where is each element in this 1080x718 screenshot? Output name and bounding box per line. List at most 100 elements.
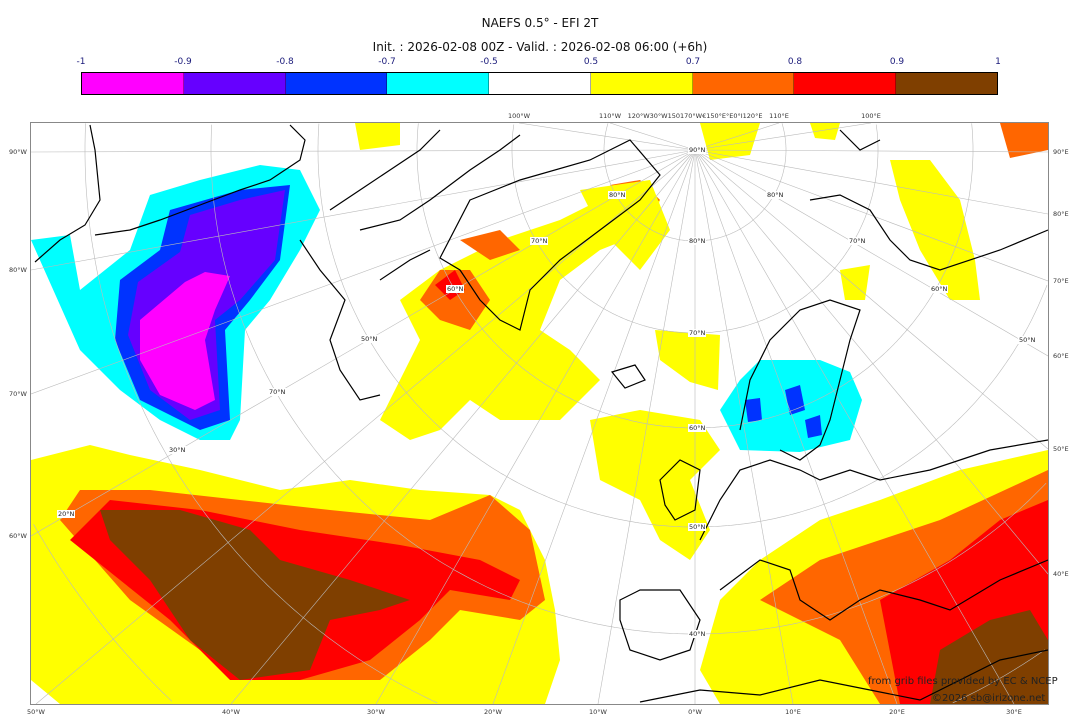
map-title: NAEFS 0.5° - EFI 2T xyxy=(481,16,599,30)
meridian xyxy=(694,149,898,704)
field-blue xyxy=(805,415,822,438)
latitude-circle xyxy=(33,524,173,702)
coast-russia-arctic xyxy=(809,129,1048,271)
map-canvas xyxy=(31,123,1048,704)
meridian xyxy=(694,123,780,151)
meridian xyxy=(230,149,696,704)
lat-label: 30°N xyxy=(168,446,187,454)
colorbar-bin xyxy=(285,73,388,94)
meridian xyxy=(31,149,696,153)
axis-label-top: 100°W xyxy=(507,112,531,120)
colorbar-bin xyxy=(489,73,591,94)
meridian xyxy=(31,149,696,271)
axis-label-right: 50°E xyxy=(1053,445,1069,453)
axis-label-bottom: 10°E xyxy=(785,708,801,716)
field-yellow xyxy=(355,123,400,150)
latitude-circle xyxy=(210,124,1047,635)
lat-label: 40°N xyxy=(688,630,707,638)
axis-label-top: 110°E xyxy=(769,112,789,120)
field-brown xyxy=(100,510,410,680)
lat-label: 60°N xyxy=(688,424,707,432)
meridian xyxy=(694,149,794,704)
field-yellow xyxy=(590,410,720,560)
colorbar-tick: 0.7 xyxy=(685,57,701,67)
lat-label: 70°N xyxy=(530,237,549,245)
graticule xyxy=(31,123,1048,704)
meridian xyxy=(31,149,696,537)
map-subtitle: Init. : 2026-02-08 00Z - Valid. : 2026-0… xyxy=(372,40,708,54)
colorbar-tick: -0.7 xyxy=(378,57,396,67)
colorbar-tick: -0.5 xyxy=(480,57,498,67)
lat-label: 70°N xyxy=(268,388,287,396)
lat-label: 60°N xyxy=(930,285,949,293)
colorbar-bin xyxy=(82,73,184,94)
colorbar-bin xyxy=(590,73,693,94)
latitude-circle xyxy=(84,123,1046,704)
colorbar-tick: -0.8 xyxy=(276,57,294,67)
field-yellow xyxy=(380,180,660,440)
meridian xyxy=(694,149,1015,704)
colorbar-legend xyxy=(81,72,998,95)
axis-label-bottom: 30°E xyxy=(1006,708,1022,716)
lat-label: 60°N xyxy=(446,285,465,293)
field-yellow xyxy=(580,180,670,270)
latitude-circle xyxy=(317,123,1048,528)
meridian xyxy=(492,149,696,704)
colorbar-bin xyxy=(183,73,286,94)
axis-label-right: 40°E xyxy=(1053,570,1069,578)
meridian xyxy=(35,149,696,704)
meridian xyxy=(694,149,1048,215)
axis-label-right: 80°E xyxy=(1053,210,1069,218)
lat-label: 80°N xyxy=(608,191,627,199)
meridian xyxy=(694,149,1048,282)
axis-label-bottom: 10°W xyxy=(589,708,607,716)
meridian xyxy=(597,149,696,704)
colorbar-tick: -1 xyxy=(76,57,86,67)
lat-label: 50°N xyxy=(1018,336,1037,344)
axis-label-bottom: 20°E xyxy=(889,708,905,716)
field-yellow xyxy=(700,123,760,160)
axis-label-bottom: 40°W xyxy=(222,708,240,716)
axis-label-top: 100°E xyxy=(861,112,881,120)
axis-label-bottom: 30°W xyxy=(367,708,385,716)
meridian xyxy=(694,149,1048,450)
axis-label-left: 60°W xyxy=(9,532,27,540)
meridian xyxy=(694,149,1048,575)
lat-label: 80°N xyxy=(688,237,707,245)
coast-north-america xyxy=(34,124,381,401)
field-yellow xyxy=(890,160,980,300)
meridian xyxy=(31,149,696,395)
field-orange xyxy=(460,230,520,260)
meridian xyxy=(694,149,1048,153)
meridian xyxy=(694,149,1048,357)
coast-arctic-islands xyxy=(329,129,521,281)
coast-uk xyxy=(659,459,701,521)
coast-scandinavia xyxy=(739,299,861,461)
field-orange xyxy=(1000,123,1048,158)
axis-label-right: 90°E xyxy=(1053,148,1069,156)
colorbar-tick: 0.9 xyxy=(889,57,905,67)
axis-label-left: 80°W xyxy=(9,266,27,274)
axis-label-right: 70°E xyxy=(1053,277,1069,285)
lat-label: 50°N xyxy=(360,335,379,343)
meridian xyxy=(609,123,696,151)
colorbar-tick: 1 xyxy=(995,57,1001,67)
coast-greenland xyxy=(439,139,661,331)
colorbar-tick: -0.9 xyxy=(174,57,192,67)
latitude-circle xyxy=(511,124,879,334)
coast-africa xyxy=(639,649,1048,703)
axis-label-top: 120°W30°W150170°W€150°E°E0°I120°E xyxy=(627,112,763,120)
coast-iceland xyxy=(610,364,646,389)
copyright-credit: ©2026 sb@irizone.net xyxy=(932,693,1046,704)
latitude-circle xyxy=(603,123,787,242)
map-panel[interactable] xyxy=(30,122,1049,705)
lat-label: 90°N xyxy=(688,146,707,154)
lat-label: 80°N xyxy=(766,191,785,199)
lat-label: 70°N xyxy=(848,237,867,245)
coastlines xyxy=(34,124,1048,703)
colorbar-bin xyxy=(794,73,897,94)
axis-label-top: 110°W xyxy=(598,112,622,120)
axis-label-bottom: 50°W xyxy=(27,708,45,716)
coast-europe xyxy=(619,439,1048,661)
field-blue xyxy=(745,398,762,422)
